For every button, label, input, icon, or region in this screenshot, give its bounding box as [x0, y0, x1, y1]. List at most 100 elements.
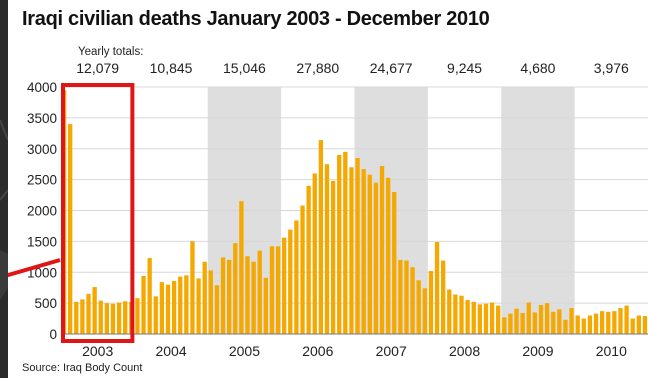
bar [367, 174, 372, 334]
bar [337, 154, 342, 334]
yearly-total: 9,245 [447, 60, 482, 76]
bar [416, 280, 421, 334]
y-tick-label: 2500 [27, 173, 57, 188]
bar [459, 295, 464, 334]
bar [587, 315, 593, 334]
bar [563, 319, 568, 334]
bar [147, 258, 152, 334]
bar [312, 173, 317, 334]
bar [178, 276, 183, 334]
y-tick-label: 0 [49, 327, 57, 342]
bar [434, 241, 440, 334]
highlight-box [61, 83, 135, 343]
bar [508, 313, 513, 334]
bar [226, 259, 232, 334]
source-note: Source: Iraq Body Count [22, 362, 143, 374]
bar [538, 304, 544, 334]
bar [593, 313, 599, 334]
bar [245, 256, 250, 334]
bar [123, 301, 128, 334]
bar [324, 164, 330, 334]
bar [98, 300, 103, 334]
bar [471, 301, 476, 334]
bar [569, 308, 574, 334]
bar [581, 318, 586, 334]
bar [141, 275, 146, 334]
bar [606, 311, 611, 334]
x-tick-label: 2010 [596, 343, 627, 359]
pointer-line [8, 258, 61, 278]
bar [379, 166, 385, 334]
bar [233, 243, 238, 334]
bar [257, 250, 262, 334]
bar [502, 317, 507, 334]
yearly-total: 15,046 [223, 60, 266, 76]
bar [282, 237, 287, 334]
yearly-total: 4,680 [520, 60, 555, 76]
bar [642, 316, 648, 334]
yearly-total: 27,880 [296, 60, 339, 76]
bar [514, 308, 519, 334]
yearly-total: 24,677 [370, 60, 413, 76]
bar [422, 288, 427, 334]
bar [135, 298, 140, 334]
x-tick-label: 2009 [522, 343, 553, 359]
bar [355, 158, 360, 334]
y-tick-label: 1500 [27, 234, 57, 249]
bar [92, 287, 97, 334]
bar [330, 180, 336, 334]
bar [343, 151, 348, 334]
y-tick-label: 3500 [27, 111, 57, 126]
bar [190, 241, 195, 334]
bar [80, 299, 85, 334]
bar [220, 257, 226, 334]
yearly-total: 12,079 [76, 60, 119, 76]
bar [453, 294, 458, 334]
bar [153, 296, 158, 334]
bar [361, 169, 366, 334]
chart-title: Iraqi civilian deaths January 2003 - Dec… [22, 8, 490, 30]
bar [251, 261, 256, 334]
bar [551, 311, 556, 334]
bar [496, 305, 501, 334]
bar [184, 275, 189, 334]
chart-card: Iraqi civilian deaths January 2003 - Dec… [8, 0, 648, 378]
bar [208, 270, 213, 334]
bar [349, 167, 354, 334]
bar [116, 302, 122, 334]
bar [636, 315, 641, 334]
y-tick-label: 2000 [27, 204, 57, 219]
x-tick-label: 2007 [376, 343, 407, 359]
x-tick-label: 2003 [82, 343, 113, 359]
bar [477, 304, 483, 334]
yearly-total: 10,845 [150, 60, 193, 76]
bar [599, 311, 605, 334]
x-tick-label: 2008 [449, 343, 480, 359]
bar [544, 303, 550, 334]
bar [74, 301, 79, 334]
bar [214, 285, 220, 334]
bar [526, 302, 531, 334]
yearly-totals-label: Yearly totals: [78, 46, 143, 58]
bar [392, 191, 397, 334]
bar [306, 185, 311, 334]
bar [318, 140, 324, 334]
bar [171, 280, 177, 334]
bar [159, 282, 165, 334]
bar [86, 293, 91, 334]
bar [441, 260, 446, 334]
y-tick-label: 500 [34, 296, 57, 311]
bar [104, 303, 110, 334]
x-tick-label: 2006 [302, 343, 333, 359]
bar [300, 205, 305, 334]
bar [269, 246, 275, 334]
bar [165, 284, 171, 334]
bar [373, 182, 379, 334]
bar [557, 309, 562, 334]
bar [489, 302, 495, 334]
bar [532, 312, 538, 334]
x-tick-label: 2004 [155, 343, 186, 359]
yearly-total: 3,976 [594, 60, 629, 76]
bar [288, 229, 293, 334]
